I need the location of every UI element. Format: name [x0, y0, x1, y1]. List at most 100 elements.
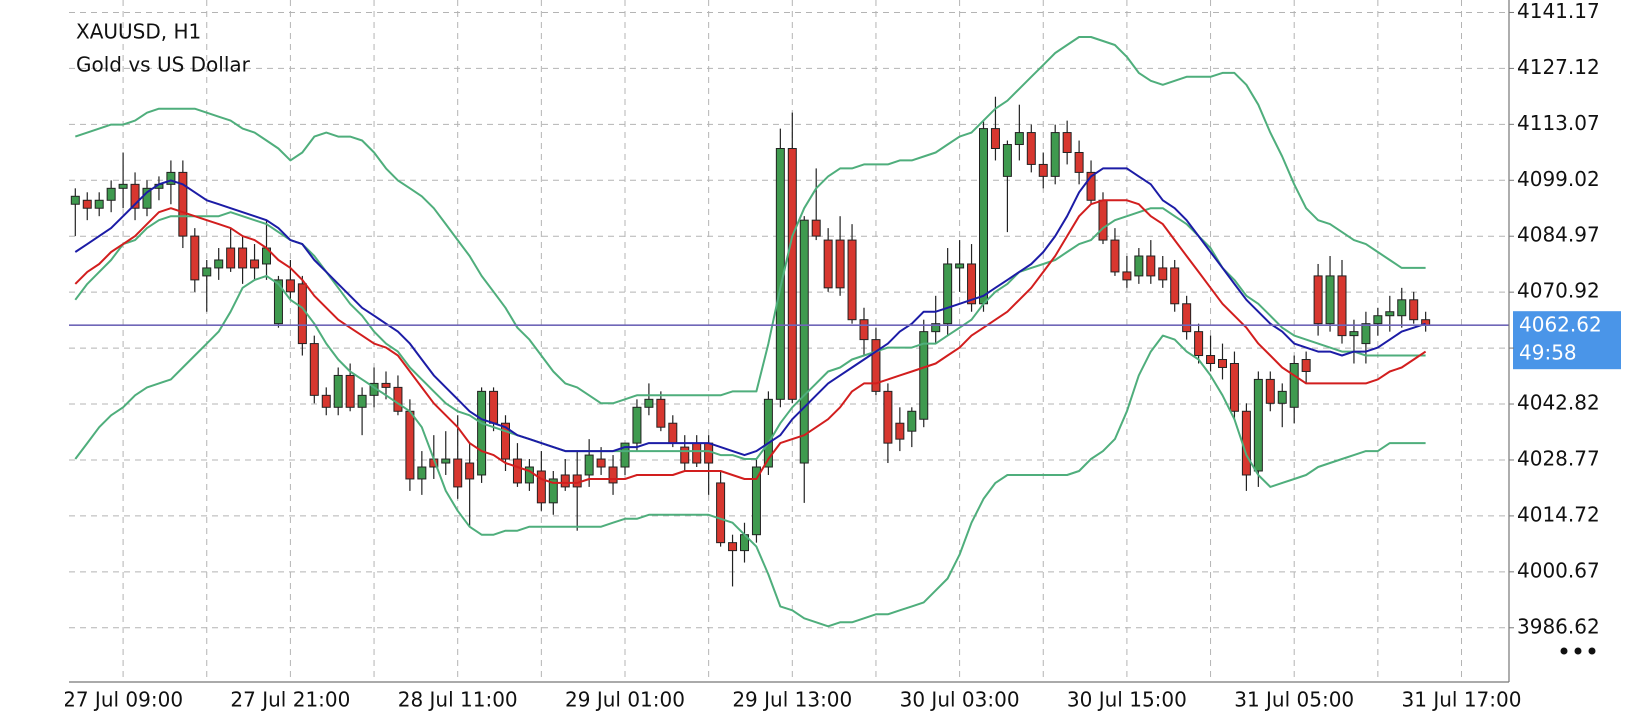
candle-body: [238, 247, 248, 269]
candle-body: [441, 458, 451, 464]
candle-body: [1050, 132, 1060, 177]
candle-body: [644, 398, 654, 408]
candle-body: [536, 470, 546, 504]
y-tick-label: 4070.92: [1517, 279, 1600, 303]
candle-body: [130, 183, 140, 209]
candle-body: [226, 247, 236, 269]
candle-body: [1373, 315, 1383, 325]
candle-body: [1253, 378, 1263, 472]
x-tick-label: 31 Jul 17:00: [1402, 688, 1522, 712]
candle-body: [1194, 331, 1204, 357]
candle-body: [990, 128, 1000, 150]
candle-body: [787, 148, 797, 400]
candle-body: [1337, 275, 1347, 337]
candle-body: [799, 219, 809, 464]
x-tick-label: 29 Jul 01:00: [565, 688, 685, 712]
candle-body: [1349, 331, 1359, 337]
y-tick-label: 4113.07: [1517, 111, 1600, 135]
candle-body: [512, 458, 522, 484]
candle-body: [190, 235, 200, 281]
candle-body: [1002, 144, 1012, 177]
y-tick-label: 4014.72: [1517, 502, 1600, 526]
x-tick-label: 31 Jul 05:00: [1234, 688, 1354, 712]
overlay: 4062.62 49:58: [69, 311, 1621, 370]
candle-body: [82, 199, 92, 209]
candle-body: [560, 474, 570, 488]
candle-body: [1277, 390, 1287, 404]
candle-body: [1229, 362, 1239, 412]
more-menu[interactable]: [1560, 647, 1596, 655]
candle-body: [1026, 132, 1036, 165]
x-tick-label: 29 Jul 13:00: [732, 688, 852, 712]
y-tick-label: 4099.02: [1517, 167, 1600, 191]
candle-body: [871, 339, 881, 392]
indicator-line: [74, 199, 1427, 484]
chart-subtitle: Gold vs US Dollar: [76, 53, 251, 77]
candle-body: [1301, 359, 1311, 372]
x-tick-label: 27 Jul 09:00: [63, 688, 183, 712]
candle-body: [1110, 239, 1120, 273]
candle-body: [1289, 362, 1299, 408]
candle-body: [70, 195, 80, 205]
candle-body: [943, 263, 953, 325]
candle-body: [524, 466, 534, 484]
candle-body: [620, 442, 630, 468]
y-tick-label: 4042.82: [1517, 391, 1600, 415]
candle-body: [1014, 132, 1024, 146]
candle-body: [668, 422, 678, 444]
candle-body: [309, 343, 319, 396]
candle-body: [1397, 299, 1407, 317]
candle-body: [477, 390, 487, 476]
candle-body: [465, 462, 475, 480]
candle-body: [321, 394, 331, 408]
candle-body: [608, 466, 618, 484]
candle-body: [656, 398, 666, 428]
candle-body: [297, 283, 307, 345]
indicator-line: [74, 274, 1426, 628]
candle-body: [178, 171, 188, 237]
menu-dot: [1574, 647, 1582, 655]
candle-body: [1158, 267, 1168, 281]
candle-body: [680, 446, 690, 464]
candle-body: [106, 187, 116, 201]
candle-body: [381, 382, 391, 388]
candle-body: [823, 239, 833, 289]
candle-body: [847, 239, 857, 321]
current-price-box: [1513, 311, 1621, 370]
candle-body: [285, 279, 295, 293]
candle-body: [250, 259, 260, 269]
y-tick-label: 4028.77: [1517, 446, 1600, 470]
candle-body: [1325, 275, 1335, 325]
candle-body: [1313, 275, 1323, 325]
candle-body: [273, 279, 283, 325]
candle-body: [584, 454, 594, 476]
candle-body: [763, 398, 773, 468]
candle-body: [728, 542, 738, 552]
candle-body: [883, 390, 893, 444]
menu-dot: [1560, 647, 1568, 655]
candle-body: [931, 323, 941, 333]
candle-body: [489, 390, 499, 424]
candle-body: [1385, 311, 1395, 317]
candle-body: [632, 406, 642, 444]
candles: [70, 96, 1431, 587]
candle-body: [979, 128, 988, 305]
candle-body: [1098, 199, 1108, 241]
candle-body: [1218, 359, 1227, 368]
chart-title: XAUUSD, H1: [76, 20, 201, 44]
candle-body: [94, 199, 104, 209]
y-tick-label: 3986.62: [1517, 614, 1600, 638]
candle-body: [692, 442, 702, 464]
x-tick-label: 30 Jul 03:00: [900, 688, 1020, 712]
candle-body: [453, 458, 463, 488]
candle-body: [1265, 378, 1275, 404]
indicator-line: [74, 167, 1426, 457]
menu-dot: [1588, 647, 1596, 655]
candle-body: [1206, 355, 1216, 364]
candle-body: [1241, 410, 1251, 476]
candle-body: [1170, 267, 1180, 305]
candle-body: [955, 263, 965, 269]
candle-body: [501, 422, 510, 460]
candle-body: [1038, 163, 1048, 177]
